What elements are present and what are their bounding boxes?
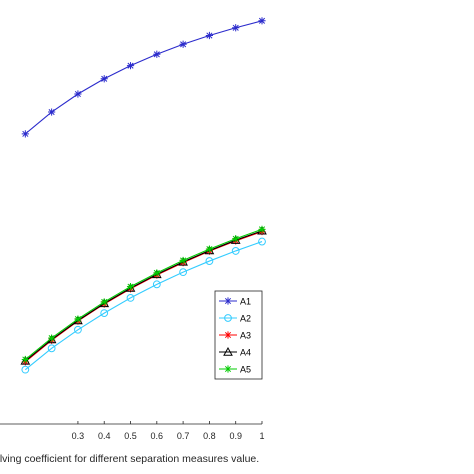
legend-marker-a3 [224,331,232,339]
data-point-a1 [74,90,82,98]
x-tick-label: 0.7 [177,431,190,441]
data-point-a2 [231,247,240,255]
legend-marker-a1 [224,297,232,305]
data-point-a2 [205,257,214,265]
data-point-a2 [21,365,30,374]
legend-label-a2: A2 [240,314,251,324]
x-tick-label: 0.4 [98,431,111,441]
x-tick-label: 0.5 [124,431,137,441]
legend-marker-a4 [223,346,233,356]
data-point-a5 [48,334,56,342]
data-point-a2 [258,237,266,246]
data-point-a1 [153,50,161,58]
data-point-a1 [48,108,56,116]
data-point-a1 [232,24,240,32]
data-point-a1 [179,40,187,48]
legend-label-a5: A5 [240,365,251,375]
data-point-a5 [179,256,187,265]
data-point-a2 [47,344,56,353]
x-tick-label: 0.6 [151,431,164,441]
series-a2 [21,237,266,374]
data-point-a2 [179,268,188,277]
series-line-a2 [24,241,263,371]
data-point-a2 [126,293,135,302]
series-line-a4 [24,230,263,362]
data-point-a5 [74,315,82,323]
data-point-a5 [153,269,161,277]
series-a5 [21,225,266,364]
data-point-a2 [152,280,161,289]
legend-marker-a5 [224,365,232,373]
data-point-a2 [100,309,109,318]
series-layer [20,17,267,374]
legend: A1 A2 A3 A4 A5 [214,290,263,380]
axes: 0.3 0.4 0.5 0.6 0.7 0.8 0.9 1 [0,421,265,441]
data-point-a4 [20,355,31,365]
data-point-a1 [258,17,266,25]
legend-marker-a2 [224,314,232,322]
legend-label-a1: A1 [240,297,251,307]
x-tick-label: 0.3 [72,431,85,441]
legend-label-a3: A3 [240,331,251,341]
data-point-a1 [100,75,108,83]
x-tick-label: 0.9 [229,431,242,441]
series-line-a1 [24,20,263,135]
x-tick-label: 1 [259,431,264,441]
data-point-a2 [74,325,82,334]
data-point-a1 [205,31,214,40]
legend-label-a4: A4 [240,348,251,358]
series-a1 [21,17,266,138]
series-line-a5 [24,228,263,360]
x-axis-title: he resolving coefficient for different s… [0,453,259,465]
data-point-a5 [126,283,135,291]
data-point-a1 [126,62,135,70]
data-point-a5 [232,235,240,243]
data-point-a5 [258,225,266,233]
data-point-a1 [21,130,29,138]
data-point-a5 [100,298,108,306]
data-point-a5 [205,245,214,253]
data-point-a5 [21,355,29,364]
x-tick-label: 0.8 [203,431,216,441]
